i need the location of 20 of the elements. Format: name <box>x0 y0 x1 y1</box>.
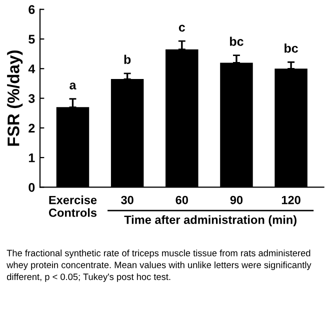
x-axis-title: Time after administration (min) <box>124 215 296 226</box>
y-tick-label: 4 <box>28 64 36 74</box>
x-tick-label: Exercise Controls <box>48 196 97 217</box>
annotation: c <box>178 24 186 32</box>
x-tick-label: 60 <box>176 196 188 204</box>
y-tick-label: 0 <box>28 183 35 192</box>
y-tick-label: 5 <box>28 34 35 44</box>
annotation: bc <box>284 44 298 53</box>
annotation: b <box>124 54 131 64</box>
y-tick-label: 2 <box>28 124 35 132</box>
annotation: a <box>70 82 76 90</box>
x-tick-label: 120 <box>282 196 300 204</box>
y-tick-label: 3 <box>28 94 35 103</box>
y-tick-label: 1 <box>28 153 35 162</box>
text: The fractional synthetic rate of triceps muscle tissue from rats administered whey protein concentrate. Mean values with unlike letters were significantly different, p < 0.05; Tukey's post hoc test. <box>6 250 312 282</box>
x-tick-label: 90 <box>230 196 243 204</box>
y-tick-label: 6 <box>28 5 35 14</box>
x-tick-label: 30 <box>121 196 134 204</box>
annotation: bc <box>230 36 244 46</box>
y-axis-title: FSR (%/day) <box>7 50 23 146</box>
